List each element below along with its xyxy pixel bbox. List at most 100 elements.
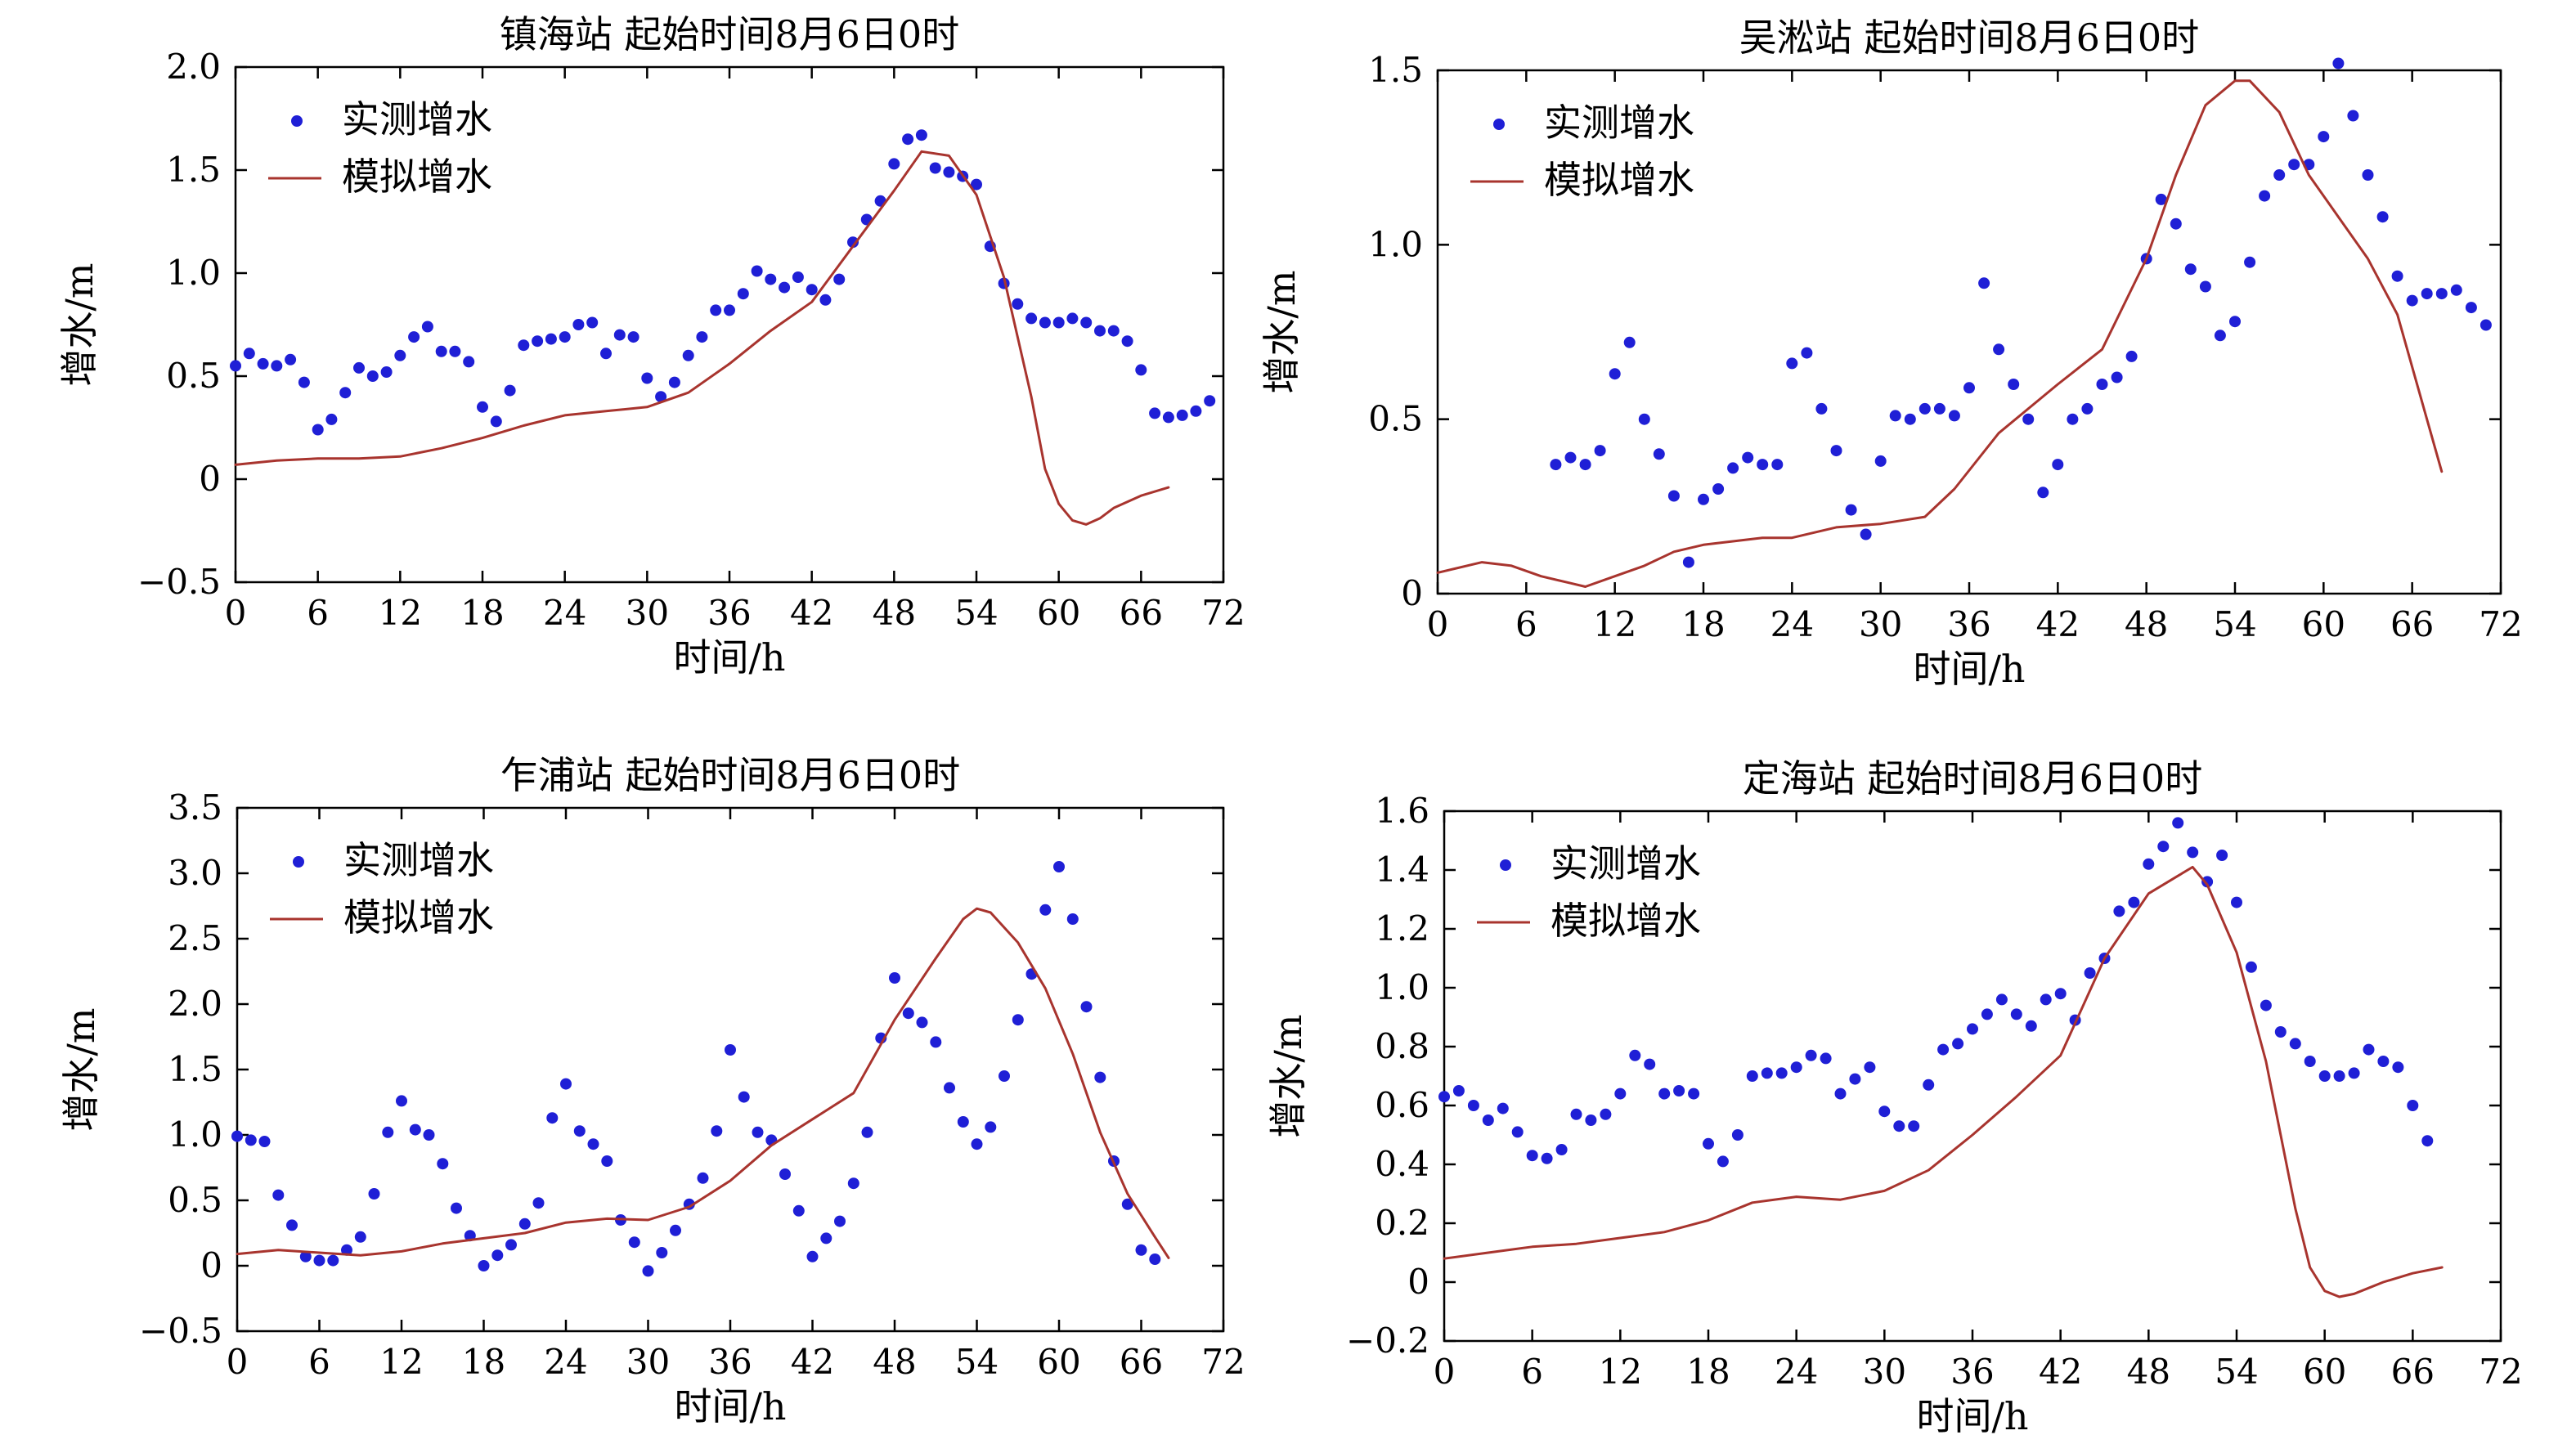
legend-label-observed: 实测增水 [1551, 841, 1701, 886]
observed-surge-point [2172, 817, 2184, 829]
legend-marker-observed [291, 115, 303, 127]
observed-surge-point [2008, 379, 2020, 390]
observed-surge-point [1731, 1129, 1744, 1141]
legend-label-simulated: 模拟增水 [342, 155, 492, 199]
observed-surge-point [1849, 1073, 1861, 1085]
observed-surge-point [231, 1130, 243, 1142]
x-tick-label: 30 [626, 1342, 670, 1382]
observed-surge-point [2376, 211, 2389, 223]
observed-surge-point [1786, 357, 1798, 370]
observed-surge-point [2245, 961, 2257, 973]
simulated-surge-line [236, 907, 1170, 1259]
x-tick-label: 24 [1775, 1352, 1818, 1392]
y-tick-label: 1.5 [166, 150, 221, 190]
chart-title: 定海站 起始时间8月6日0时 [1743, 756, 2202, 800]
observed-surge-point [1937, 1043, 1950, 1056]
observed-surge-point [1135, 1244, 1147, 1256]
observed-surge-point [1452, 1085, 1465, 1096]
observed-surge-point [2143, 858, 2155, 870]
observed-surge-point [2096, 379, 2108, 390]
x-tick-label: 0 [227, 1342, 249, 1382]
x-tick-label: 12 [379, 1342, 423, 1382]
observed-surge-point [2184, 263, 2197, 276]
observed-surge-point [1570, 1108, 1582, 1120]
chart-title: 乍浦站 起始时间8月6日0时 [500, 753, 960, 797]
observed-surge-point [806, 284, 818, 296]
observed-surge-point [1889, 410, 1901, 422]
observed-surge-point [1995, 993, 2008, 1006]
observed-surge-point [271, 360, 283, 372]
observed-surge-point [1801, 347, 1813, 359]
observed-surge-point [230, 360, 241, 372]
x-tick-label: 42 [2039, 1352, 2082, 1392]
x-axis-label: 时间/h [674, 1384, 786, 1428]
observed-surge-point [2229, 316, 2241, 328]
observed-surge-point [1790, 1061, 1802, 1074]
x-tick-label: 72 [2479, 1352, 2522, 1392]
observed-surge-point [1623, 336, 1636, 348]
legend-marker-observed [1500, 859, 1511, 871]
observed-surge-point [2067, 413, 2079, 425]
x-tick-label: 12 [379, 593, 422, 633]
observed-surge-point [1761, 1067, 1773, 1079]
legend-label-observed: 实测增水 [342, 97, 492, 141]
observed-surge-point [423, 1129, 435, 1141]
x-tick-label: 60 [1037, 593, 1080, 633]
observed-surge-point [1149, 407, 1161, 419]
observed-surge-point [943, 166, 955, 178]
observed-surge-point [915, 129, 927, 141]
observed-surge-point [2244, 256, 2256, 268]
observed-surge-point [2421, 288, 2433, 300]
observed-surge-point [1981, 1008, 1993, 1020]
x-axis-label: 时间/h [1916, 1394, 2028, 1438]
observed-surge-point [1482, 1114, 1494, 1126]
observed-surge-point [2128, 896, 2140, 908]
observed-surge-point [368, 1188, 380, 1200]
observed-surge-point [2010, 1008, 2022, 1020]
observed-surge-point [999, 1070, 1010, 1082]
observed-surge-point [957, 1116, 969, 1128]
x-tick-label: 36 [707, 593, 751, 633]
observed-surge-point [2199, 280, 2211, 293]
observed-surge-point [779, 281, 791, 294]
observed-surge-point [847, 1177, 859, 1190]
observed-surge-point [1698, 493, 1709, 505]
observed-surge-point [2037, 487, 2049, 499]
y-tick-label: 2.5 [168, 918, 222, 958]
observed-surge-point [2231, 896, 2242, 908]
observed-surge-point [2362, 169, 2374, 181]
y-axis-label: 增水/m [57, 262, 101, 386]
observed-surge-point [2259, 190, 2271, 202]
y-tick-label: 3.5 [168, 787, 222, 827]
observed-surge-point [1135, 364, 1147, 376]
observed-surge-point [2304, 1056, 2316, 1067]
observed-surge-point [1039, 904, 1052, 916]
observed-surge-point [2111, 371, 2123, 383]
observed-surge-point [463, 356, 475, 368]
observed-surge-point [1923, 1079, 1935, 1091]
observed-surge-point [559, 331, 571, 343]
x-tick-label: 54 [2215, 1352, 2258, 1392]
y-tick-label: 0.5 [1368, 399, 1423, 439]
observed-surge-point [889, 972, 900, 984]
observed-surge-point [2040, 993, 2052, 1006]
observed-surge-point [656, 1247, 668, 1258]
y-tick-label: 1.0 [166, 253, 221, 293]
y-tick-label: −0.5 [139, 1311, 222, 1351]
observed-surge-point [2406, 294, 2418, 307]
y-axis-label: 增水/m [1266, 1014, 1310, 1137]
x-tick-label: 48 [873, 1342, 916, 1382]
observed-surge-point [437, 1158, 449, 1170]
x-tick-label: 72 [1201, 1342, 1245, 1382]
observed-surge-point [1526, 1150, 1538, 1162]
y-tick-label: 0.5 [168, 1180, 222, 1220]
observed-surge-point [409, 1123, 421, 1136]
observed-surge-point [518, 1218, 531, 1230]
y-tick-label: 1.0 [1375, 967, 1429, 1007]
observed-surge-point [737, 288, 749, 300]
observed-surge-point [1541, 1152, 1553, 1164]
observed-surge-point [2348, 1067, 2360, 1079]
x-tick-label: 60 [2302, 604, 2345, 644]
observed-surge-point [1638, 413, 1650, 425]
